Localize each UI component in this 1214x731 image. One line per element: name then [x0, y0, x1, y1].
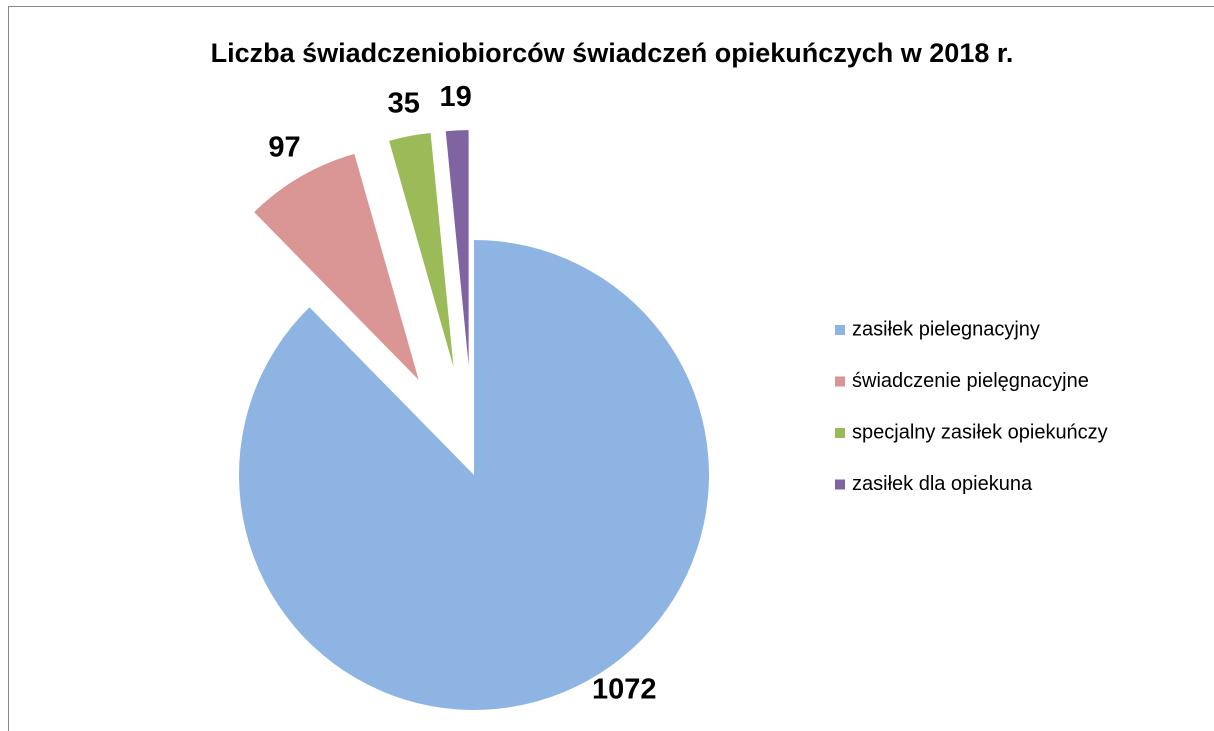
legend-label: zasiłek dla opiekuna: [852, 473, 1033, 495]
data-label: 19: [439, 81, 471, 113]
data-label: 97: [268, 132, 300, 164]
legend-label: świadczenie pielęgnacyjne: [852, 370, 1089, 392]
pie-slice: [389, 133, 454, 367]
chart-title: Liczba świadczeniobiorców świadczeń opie…: [211, 38, 1014, 68]
legend-swatch: [835, 376, 845, 387]
pie-slice: [445, 130, 469, 366]
legend-label: zasiłek pielegnacyjny: [852, 318, 1040, 340]
chart-border: [8, 6, 1214, 731]
legend-swatch: [835, 479, 845, 490]
legend-label: specjalny zasiłek opiekuńczy: [852, 421, 1108, 443]
data-label: 1072: [592, 674, 657, 706]
legend-swatch: [835, 325, 845, 335]
pie-slice: [238, 240, 709, 710]
legend-swatch: [835, 428, 845, 438]
data-label: 35: [388, 87, 420, 119]
pie-slice: [254, 153, 419, 380]
